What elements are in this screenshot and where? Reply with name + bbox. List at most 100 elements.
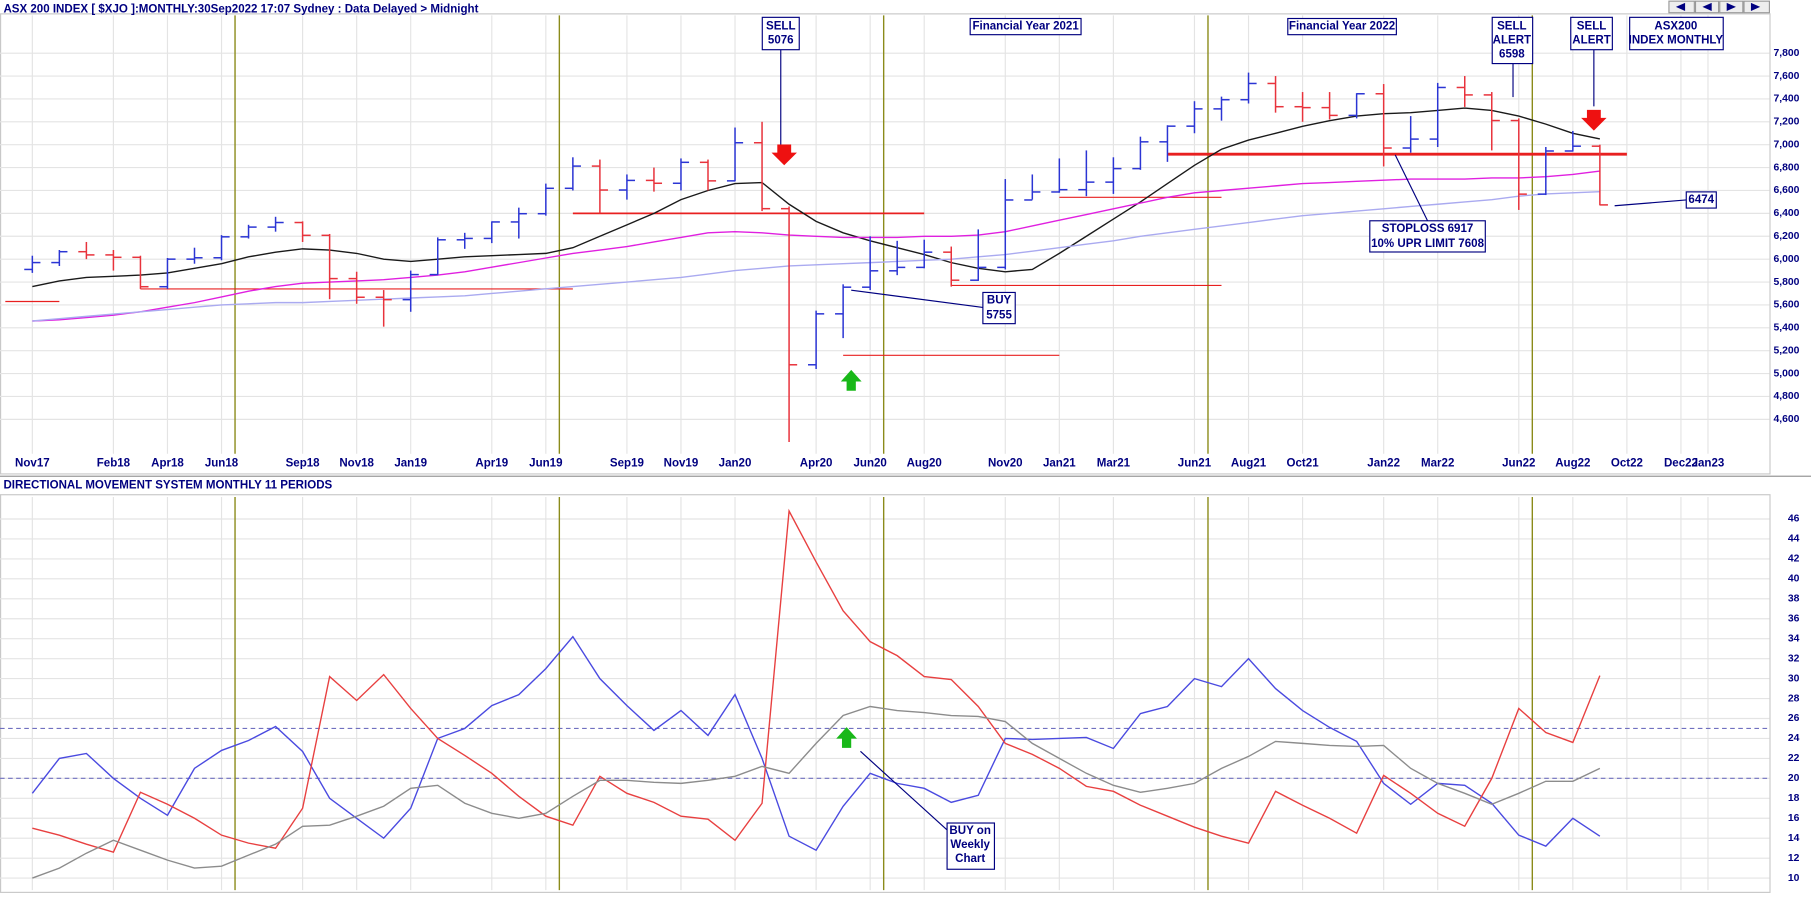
x-tick-label: Mar21	[1097, 458, 1131, 470]
y-tick-label: 38	[1788, 594, 1800, 605]
x-tick-label: Mar22	[1421, 458, 1454, 470]
annotation-text: BUY	[987, 295, 1012, 307]
chart-title: ASX 200 INDEX [ $XJO ]:MONTHLY:30Sep2022…	[3, 3, 478, 15]
x-tick-label: Jan21	[1043, 458, 1076, 470]
x-tick-label: Sep18	[286, 458, 321, 470]
pointer	[1614, 199, 1687, 207]
annotation-text: 5755	[986, 310, 1012, 322]
annotation-box	[1629, 16, 1724, 51]
y-tick-label: 7,600	[1773, 71, 1799, 82]
annotation-text: ASX200	[1654, 21, 1697, 33]
annotations: SELL 5076 Financial Year 2021 Financial …	[761, 16, 1724, 870]
x-tick-label: Apr19	[475, 458, 508, 470]
x-tick-label: Nov18	[339, 458, 374, 470]
x-tick-label: Aug22	[1555, 458, 1590, 470]
y-tick-label: 5,800	[1773, 277, 1799, 288]
annotation-text: BUY on	[949, 825, 990, 837]
annotation-text: Chart	[955, 853, 985, 865]
series-line	[32, 508, 1601, 853]
nav-icon	[1726, 2, 1736, 11]
x-tick-label: Apr20	[800, 458, 833, 470]
series-line	[32, 170, 1600, 322]
y-tick-label: 12	[1788, 853, 1800, 864]
x-tick-label: Jun22	[1502, 458, 1535, 470]
x-tick-label: Apr18	[151, 458, 184, 470]
x-tick-label: Jan23	[1692, 458, 1725, 470]
y-tick-label: 32	[1788, 653, 1800, 664]
y-tick-label: 18	[1788, 793, 1800, 804]
y-tick-label: 28	[1788, 693, 1800, 704]
x-tick-label: Feb18	[97, 458, 131, 470]
y-tick-label: 4,600	[1773, 414, 1799, 425]
y-tick-label: 6,400	[1773, 208, 1799, 219]
y-tick-label: 6,000	[1773, 254, 1799, 265]
x-tick-label: Jun21	[1178, 458, 1212, 470]
y-tick-label: 5,000	[1773, 368, 1799, 379]
annotation-text: 5076	[768, 35, 794, 47]
y-tick-label: 6,200	[1773, 231, 1799, 242]
x-tick-label: Dec22	[1664, 458, 1698, 470]
pointer	[1394, 154, 1429, 222]
x-tick-label: Jun20	[853, 458, 886, 470]
annotation-text: 6474	[1688, 194, 1714, 206]
annotation-text: SELL	[766, 21, 796, 33]
x-tick-label: Nov17	[15, 458, 50, 470]
annotation-box	[1287, 17, 1397, 36]
y-tick-label: 34	[1788, 633, 1800, 644]
series-line	[32, 705, 1601, 879]
x-tick-label: Nov20	[988, 458, 1023, 470]
annotation-box	[761, 16, 800, 51]
x-tick-label: Aug21	[1231, 458, 1267, 470]
annotation-text: Weekly	[950, 839, 990, 851]
y-tick-label: 4,800	[1773, 391, 1799, 402]
x-tick-label: Sep19	[610, 458, 644, 470]
buy-arrow	[836, 727, 857, 748]
y-tick-label: 10	[1788, 873, 1800, 884]
y-tick-label: 42	[1788, 554, 1800, 565]
y-tick-label: 44	[1788, 534, 1800, 545]
price-panel	[0, 13, 1771, 475]
nav-icon	[1702, 2, 1712, 11]
y-tick-label: 36	[1788, 613, 1800, 624]
annotation-text: Financial Year 2021	[972, 21, 1079, 33]
y-tick-label: 5,600	[1773, 300, 1799, 311]
y-tick-label: 7,000	[1773, 139, 1799, 150]
x-tick-label: Jan22	[1367, 458, 1400, 470]
x-tick-label: Oct21	[1287, 458, 1320, 470]
buy-arrow	[840, 369, 862, 391]
series-line	[32, 107, 1601, 288]
pointer	[851, 289, 983, 309]
y-tick-label: 26	[1788, 713, 1800, 724]
annotation-box	[946, 822, 996, 870]
y-tick-label: 22	[1788, 753, 1800, 764]
x-tick-label: Aug20	[907, 458, 942, 470]
x-tick-label: Jan20	[719, 458, 752, 470]
annotation-box	[969, 17, 1082, 36]
y-tick-label: 5,200	[1773, 345, 1799, 356]
y-tick-label: 16	[1788, 813, 1800, 824]
annotation-box	[1685, 191, 1717, 209]
pointer	[860, 750, 948, 831]
plot-layer: 4,600 4,800 5,000 5,200 5,400 5,600 5,800 6,000…	[0, 15, 1800, 891]
x-tick-label: Oct22	[1611, 458, 1643, 470]
series-line	[32, 190, 1600, 322]
annotation-box	[1570, 16, 1613, 51]
sell-arrow	[771, 144, 797, 166]
annotation-text: SELL	[1497, 21, 1527, 33]
annotation-text: ALERT	[1493, 35, 1531, 47]
y-tick-label: 5,400	[1773, 323, 1799, 334]
x-tick-label: Jun19	[529, 458, 562, 470]
annotation-box	[1491, 16, 1534, 65]
y-tick-label: 46	[1788, 514, 1800, 525]
y-tick-label: 6,600	[1773, 185, 1799, 196]
y-tick-label: 20	[1788, 773, 1800, 784]
sell-arrow	[1581, 109, 1607, 131]
x-tick-label: Nov19	[664, 458, 699, 470]
nav-icon	[1750, 2, 1761, 11]
annotation-text: ALERT	[1572, 35, 1610, 47]
annotation-text: STOPLOSS 6917	[1382, 223, 1474, 235]
y-tick-label: 40	[1788, 574, 1800, 585]
indicator-title: DIRECTIONAL MOVEMENT SYSTEM MONTHLY 11 P…	[3, 480, 332, 492]
